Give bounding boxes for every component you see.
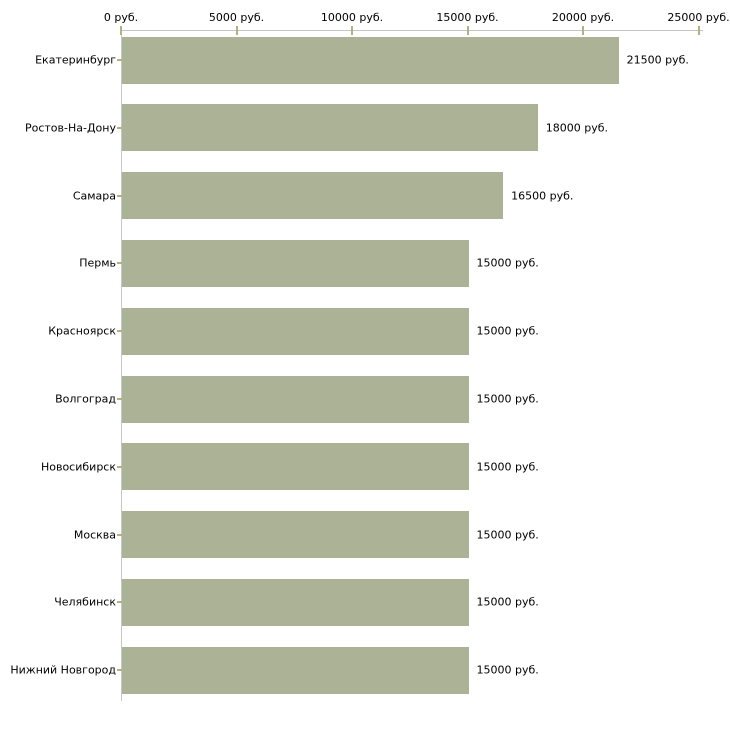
- category-tick: [117, 194, 122, 197]
- category-tick: [117, 262, 122, 265]
- value-label: 15000 руб.: [476, 460, 539, 474]
- x-axis-tick: [582, 26, 584, 35]
- category-label: Самара: [72, 189, 116, 203]
- x-axis-tick: [235, 26, 238, 35]
- category-tick: [117, 669, 122, 672]
- x-axis-tick-label: 15000 руб.: [436, 11, 499, 24]
- category-label: Нижний Новгород: [10, 663, 116, 677]
- bar-Ростов-На-Дону: [122, 104, 538, 152]
- x-axis-tick: [697, 26, 700, 35]
- category-tick: [117, 465, 122, 468]
- value-label: 15000 руб.: [476, 256, 539, 270]
- x-axis-tick: [120, 26, 122, 35]
- bar-Новосибирск: [122, 443, 469, 491]
- x-axis-line: [121, 30, 703, 31]
- value-label: 16500 руб.: [511, 189, 574, 203]
- category-tick: [117, 126, 122, 129]
- bar-Самара: [122, 172, 504, 220]
- value-label: 15000 руб.: [476, 663, 539, 677]
- x-axis-tick: [466, 26, 469, 35]
- y-axis-line: [121, 30, 122, 701]
- x-axis-tick-label: 25000 руб.: [667, 11, 730, 24]
- x-axis-tick-label: 5000 руб.: [208, 11, 265, 24]
- category-label: Новосибирск: [40, 460, 116, 474]
- value-label: 15000 руб.: [476, 528, 539, 542]
- category-label: Екатеринбург: [35, 53, 116, 67]
- x-axis-tick-label: 0 руб.: [103, 11, 139, 24]
- category-tick: [117, 601, 122, 604]
- value-label: 18000 руб.: [545, 121, 609, 135]
- value-label: 15000 руб.: [476, 324, 539, 338]
- bar-Челябинск: [122, 578, 469, 626]
- bar-Красноярск: [122, 307, 469, 355]
- x-axis-tick-label: 10000 руб.: [320, 11, 384, 24]
- category-label: Волгоград: [55, 392, 116, 406]
- bar-Пермь: [122, 239, 469, 287]
- category-label: Ростов-На-Дону: [24, 121, 116, 135]
- bar-Волгоград: [122, 375, 469, 423]
- value-label: 15000 руб.: [476, 392, 539, 406]
- category-tick: [117, 533, 122, 536]
- category-label: Красноярск: [48, 324, 116, 338]
- category-tick: [117, 59, 122, 61]
- bar-Нижний Новгород: [122, 646, 469, 694]
- category-tick: [117, 398, 122, 400]
- category-label: Москва: [73, 528, 116, 542]
- category-label: Челябинск: [54, 595, 116, 609]
- bar-Екатеринбург: [122, 36, 619, 84]
- x-axis-tick-label: 20000 руб.: [551, 11, 615, 24]
- x-axis-tick: [351, 26, 353, 35]
- bar-Москва: [122, 511, 469, 559]
- value-label: 21500 руб.: [626, 53, 689, 67]
- value-label: 15000 руб.: [476, 595, 539, 609]
- category-label: Пермь: [79, 256, 116, 270]
- category-tick: [117, 330, 122, 333]
